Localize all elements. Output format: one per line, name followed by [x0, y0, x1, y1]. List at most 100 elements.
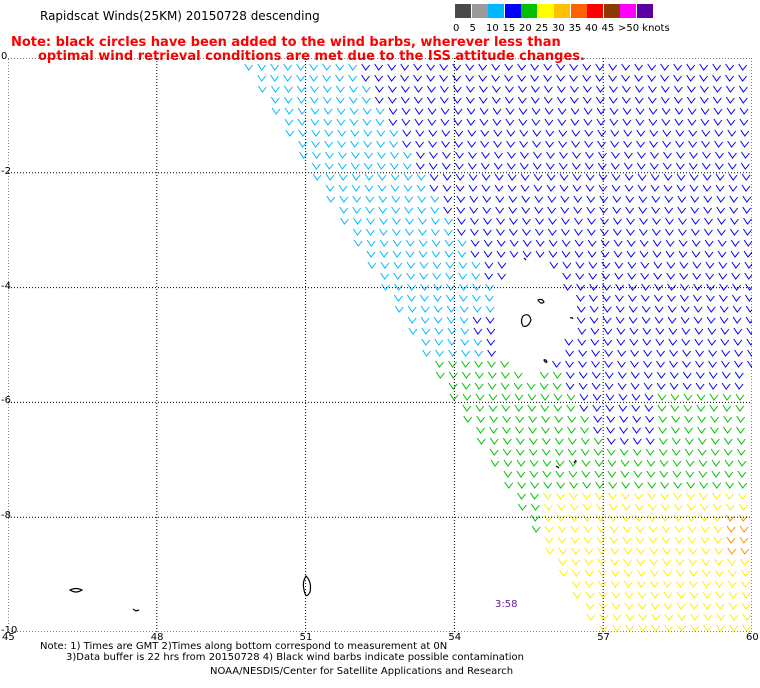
wind-barb	[457, 239, 467, 247]
wind-barb	[520, 184, 530, 192]
wind-barb	[719, 305, 729, 313]
wind-barb	[655, 327, 665, 335]
wind-barb	[575, 272, 585, 280]
wind-barb	[586, 613, 596, 621]
wind-barb	[597, 569, 607, 577]
wind-barb	[540, 393, 550, 401]
wind-barb	[640, 272, 650, 280]
wind-barb	[700, 107, 710, 115]
wind-barb	[491, 96, 501, 104]
wind-barb	[585, 184, 595, 192]
wind-barb	[440, 118, 450, 126]
wind-barb	[619, 426, 628, 434]
wind-barb	[636, 129, 646, 137]
wind-barb	[541, 415, 551, 423]
wind-barb	[638, 228, 648, 236]
wind-barb	[712, 85, 722, 93]
wind-barb	[582, 96, 592, 104]
wind-barb	[725, 74, 734, 82]
wind-barb	[299, 151, 308, 159]
wind-barb	[311, 129, 321, 137]
wind-barb	[296, 63, 306, 71]
wind-barb	[584, 558, 593, 566]
wind-barb	[681, 327, 691, 335]
wind-barb	[621, 74, 630, 82]
wind-barb	[599, 613, 609, 621]
wind-barb	[738, 503, 748, 511]
wind-barb	[713, 536, 723, 544]
wind-barb	[612, 624, 621, 632]
wind-barb	[673, 514, 683, 522]
wind-barb	[348, 63, 358, 71]
wind-barb	[552, 382, 562, 390]
wind-barb	[513, 371, 523, 379]
legend-label: 0	[453, 23, 460, 34]
wind-barb	[517, 503, 527, 511]
wind-barb	[664, 195, 674, 203]
wind-barb	[687, 536, 697, 544]
wind-barb	[572, 151, 581, 159]
wind-barb	[638, 206, 648, 214]
wind-barb	[686, 514, 696, 522]
footer-note-line2: 3)Data buffer is 22 hrs from 20150728 4)…	[66, 652, 524, 663]
wind-barb	[495, 195, 505, 203]
wind-barb	[583, 536, 593, 544]
wind-barb	[611, 591, 621, 599]
wind-barb	[567, 448, 577, 456]
wind-barb	[596, 107, 606, 115]
wind-barb	[376, 129, 386, 137]
wind-barb	[727, 129, 737, 137]
wind-barb	[336, 118, 346, 126]
wind-barb	[695, 360, 704, 368]
wind-barb	[611, 602, 621, 610]
wind-barb	[656, 382, 666, 390]
wind-barb	[582, 481, 592, 489]
wind-barb	[394, 283, 403, 291]
wind-barb	[434, 327, 444, 335]
wind-barb	[595, 96, 605, 104]
wind-barb	[441, 162, 451, 170]
wind-barb	[311, 140, 320, 148]
wind-barb	[645, 448, 655, 456]
wind-barb	[453, 107, 463, 115]
latitude-label: -8	[1, 510, 11, 522]
wind-barb	[515, 415, 525, 423]
wind-barb	[489, 437, 499, 445]
wind-barb	[337, 140, 346, 148]
wind-barb	[543, 63, 553, 71]
wind-barb	[713, 107, 723, 115]
wind-barb	[378, 206, 388, 214]
wind-barb	[448, 349, 457, 357]
land-outlines-layer	[68, 257, 577, 612]
wind-barb	[619, 437, 629, 445]
wind-barb	[544, 536, 554, 544]
wind-barb	[516, 459, 526, 467]
wind-barb	[504, 85, 514, 93]
wind-barb	[323, 107, 333, 115]
wind-barb	[631, 404, 641, 412]
wind-barb	[728, 591, 738, 599]
wind-barb	[569, 74, 578, 82]
wind-barb	[715, 602, 725, 610]
wind-barb	[595, 63, 605, 71]
wind-barb	[337, 162, 347, 170]
wind-barb	[582, 74, 591, 82]
wind-barb	[570, 525, 580, 533]
wind-barb	[591, 382, 601, 390]
wind-barb	[610, 547, 620, 555]
wind-barb	[505, 118, 515, 126]
wind-barb	[662, 140, 671, 148]
wind-barb	[475, 393, 485, 401]
wind-barb	[691, 217, 700, 225]
wind-barb	[475, 404, 485, 412]
wind-barb	[517, 85, 527, 93]
wind-barb	[584, 547, 594, 555]
wind-barb	[664, 613, 674, 621]
wind-barb	[430, 206, 440, 214]
wind-barb	[623, 140, 632, 148]
wind-barb	[504, 74, 513, 82]
wind-barb	[701, 140, 710, 148]
wind-barb	[725, 85, 735, 93]
wind-barb	[529, 459, 539, 467]
wind-barb	[727, 140, 736, 148]
